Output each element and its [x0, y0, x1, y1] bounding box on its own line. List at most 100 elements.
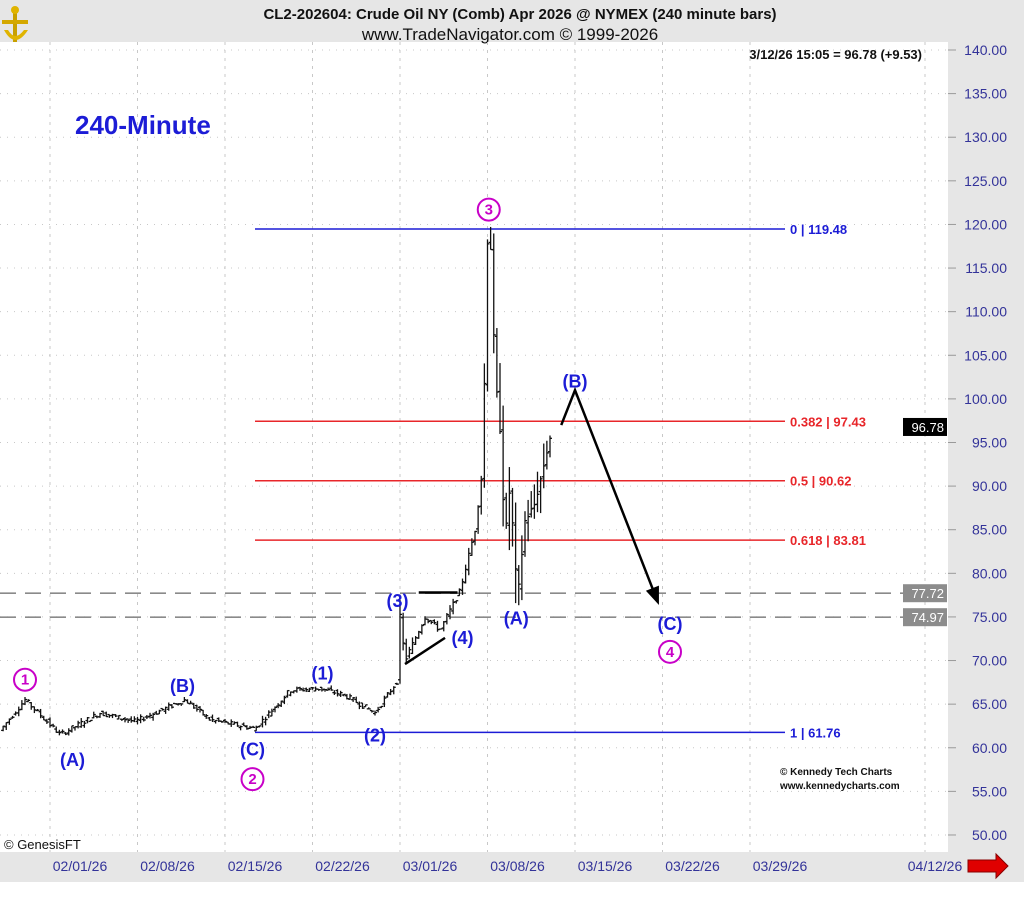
x-tick-label: 04/12/26: [908, 858, 963, 874]
ohlc-bar: [7, 718, 12, 725]
wave-label: (4): [452, 628, 474, 648]
wave-label: (C): [658, 614, 683, 634]
y-tick-label: 75.00: [972, 609, 1007, 625]
ohlc-bar: [473, 530, 477, 546]
ohlc-bar: [269, 708, 274, 717]
ohlc-bar: [79, 718, 84, 728]
price-axis-panel[interactable]: [948, 42, 1024, 854]
y-tick-label: 60.00: [972, 740, 1007, 756]
ohlc-bar: [182, 697, 187, 703]
ohlc-bar: [535, 471, 540, 513]
x-tick-label: 03/08/26: [490, 858, 545, 874]
ohlc-bar: [104, 711, 109, 718]
ohlc-bar: [491, 233, 496, 354]
ohlc-bar: [307, 687, 312, 693]
ohlc-bar: [63, 732, 68, 736]
ohlc-bar: [438, 628, 443, 630]
ohlc-bar: [201, 709, 206, 716]
ohlc-bar: [341, 693, 346, 697]
ohlc-bar: [76, 720, 81, 729]
ohlc-bar: [516, 565, 521, 606]
ohlc-bar: [263, 716, 268, 726]
ohlc-bar: [332, 690, 337, 695]
price-box: [903, 608, 947, 627]
ohlc-bar: [188, 700, 193, 705]
ohlc-bar: [82, 720, 87, 728]
ohlc-bar: [385, 692, 390, 698]
ohlc-bar: [448, 605, 452, 620]
ohlc-bar: [379, 705, 384, 709]
ohlc-bar: [541, 443, 546, 489]
annotations: 1 (A) (B) (C) 2 (1) (2) (3) (4) 3 (A) (B) (C) 4: [13, 197, 683, 792]
ohlc-bar: [279, 700, 284, 707]
wave-label: (A): [60, 750, 85, 770]
ohlc-bar: [326, 687, 331, 691]
ohlc-bar: [482, 363, 487, 488]
ohlc-bar: [510, 487, 515, 547]
ohlc-bar: [298, 686, 302, 691]
ohlc-bar: [179, 703, 184, 706]
ohlc-bar: [198, 706, 202, 713]
ohlc-bar: [544, 440, 549, 470]
date-axis-panel[interactable]: [0, 852, 1024, 882]
ohlc-bar: [235, 721, 240, 727]
wave-label: (1): [312, 664, 334, 684]
y-tick-label: 100.00: [964, 391, 1007, 407]
price-box-label: 74.97: [911, 610, 944, 625]
wave-label-circled: 2: [248, 771, 256, 788]
ohlc-bar: [523, 511, 527, 557]
ohlc-bar: [219, 720, 224, 723]
ohlc-bar: [101, 710, 106, 717]
ohlc-bar: [369, 709, 374, 713]
y-tick-label: 120.00: [964, 216, 1007, 232]
ohlc-bar: [41, 715, 46, 721]
ohlc-bar: [469, 538, 474, 556]
x-tick-label: 02/15/26: [228, 858, 283, 874]
fib-label: 1 | 61.76: [790, 725, 841, 740]
ohlc-bar: [498, 363, 502, 434]
ohlc-bar: [213, 719, 218, 724]
ohlc-bar: [373, 710, 377, 716]
wave-label-circled: 3: [485, 202, 493, 219]
timeframe-label: 240-Minute: [75, 110, 211, 140]
wave-circle-icon: [240, 767, 265, 792]
ohlc-bar: [282, 695, 287, 705]
levels: 0 | 119.48 0.382 | 97.43 0.5 | 90.62 0.618 …: [0, 222, 948, 740]
kennedy-url: www.kennedycharts.com: [779, 781, 900, 792]
y-tick-label: 90.00: [972, 478, 1007, 494]
kennedy-credit: © Kennedy Tech Charts: [780, 767, 893, 778]
wave-label: (A): [504, 609, 529, 629]
ohlc-bar: [35, 708, 40, 712]
ohlc-bar: [363, 704, 368, 708]
ohlc-bar: [285, 689, 290, 698]
price-box-label: 77.72: [911, 586, 944, 601]
ohlc-bar: [191, 702, 196, 709]
ohlc-bar: [466, 547, 471, 576]
y-tick-label: 50.00: [972, 827, 1007, 843]
wave-label: (C): [240, 740, 265, 760]
wave-label: (3): [387, 591, 409, 611]
wave-label: (B): [563, 371, 588, 391]
ohlc-bar: [141, 716, 146, 722]
price-bars: [1, 226, 552, 736]
ohlc-bar: [301, 687, 306, 692]
ohlc-bar: [526, 499, 531, 542]
ohlc-bar: [60, 729, 65, 734]
ohlc-bar: [507, 467, 512, 551]
ohlc-bar: [410, 637, 415, 655]
ohlc-bar: [266, 710, 271, 719]
ohlc-bar: [151, 712, 156, 721]
ohlc-bar: [85, 716, 90, 724]
date-axis: 02/01/26 02/08/26 02/15/26 02/22/26 03/01/26…: [53, 858, 963, 874]
ohlc-bar: [394, 682, 399, 685]
y-tick-label: 105.00: [964, 347, 1007, 363]
ohlc-bar: [460, 578, 465, 595]
fib-label: 0 | 119.48: [790, 222, 847, 237]
wave-circle-icon: [476, 197, 501, 222]
price-box-label: 96.78: [911, 420, 944, 435]
ohlc-bar: [338, 690, 343, 697]
scroll-right-arrow-icon[interactable]: [967, 852, 1009, 880]
ohlc-bar: [501, 405, 506, 527]
ohlc-bar: [504, 492, 509, 529]
